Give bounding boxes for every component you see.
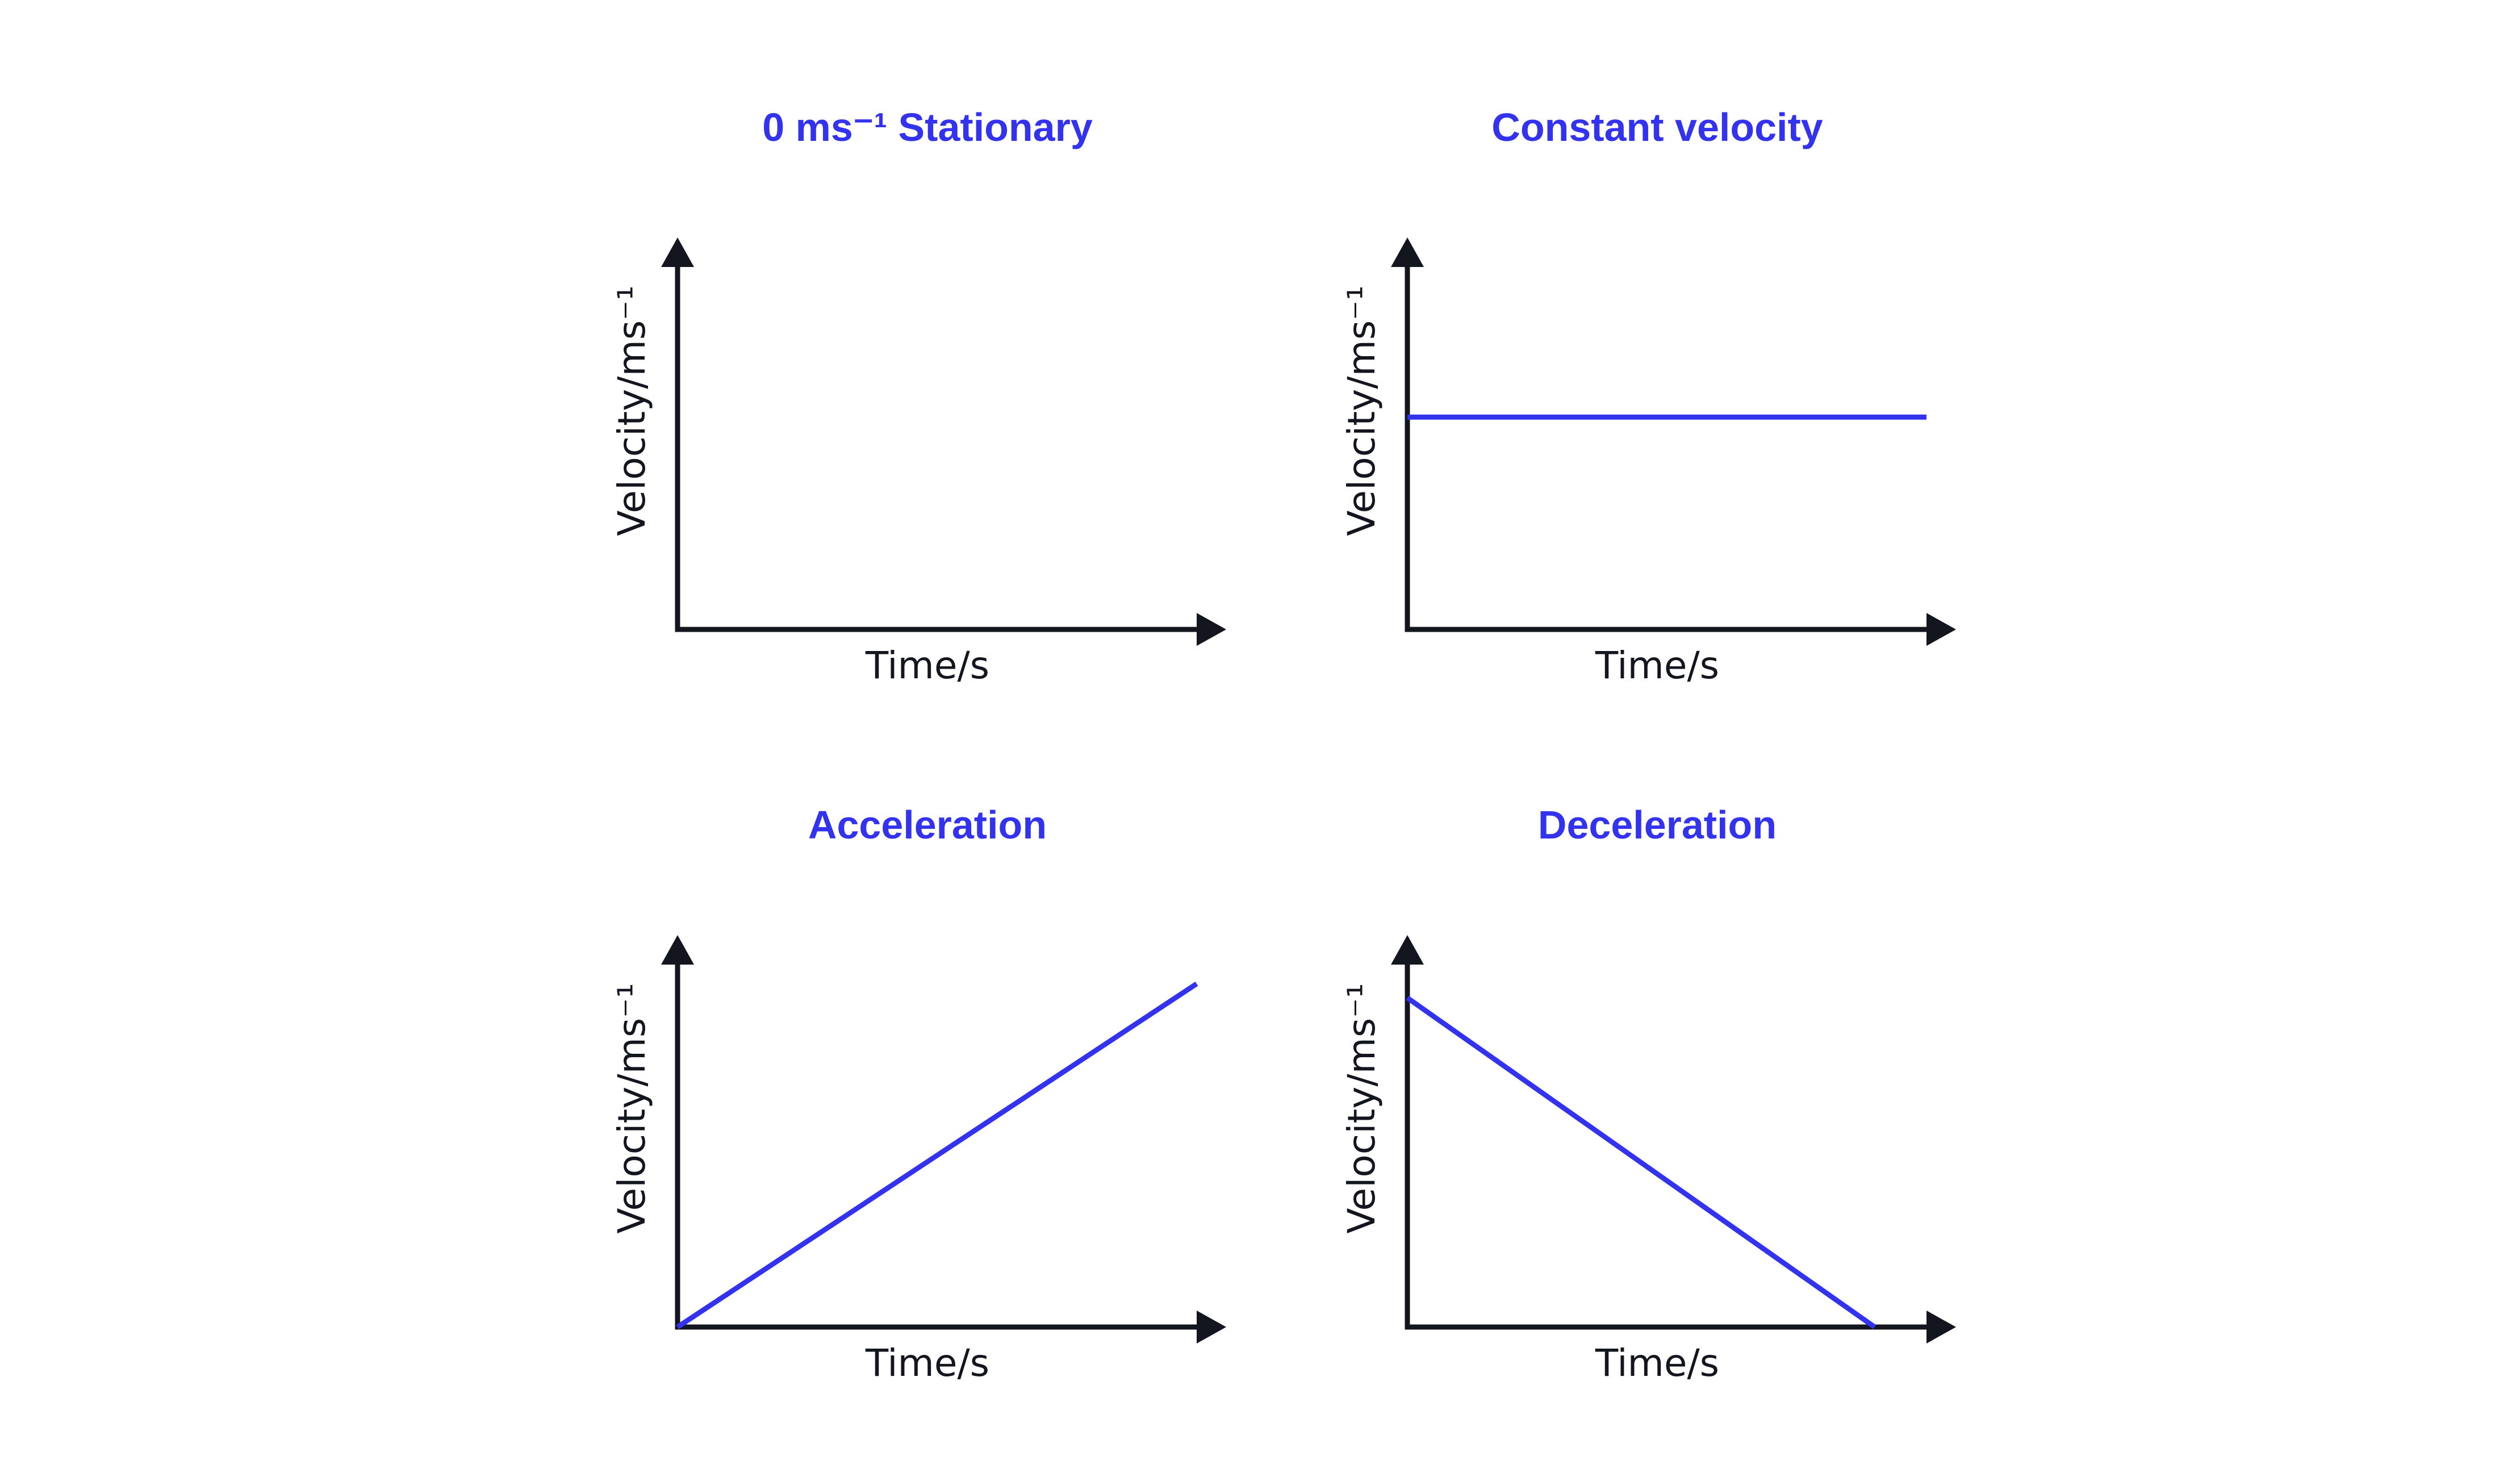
- x-axis-label: Time/s: [1595, 1341, 1719, 1385]
- y-axis-label: Velocity/ms⁻¹: [1340, 983, 1384, 1233]
- y-axis-arrow-icon: [661, 237, 694, 267]
- x-axis-arrow-icon: [1926, 1311, 1956, 1344]
- y-axis-label: Velocity/ms⁻¹: [610, 285, 654, 536]
- series-line-1: [676, 981, 1198, 1329]
- x-axis-arrow-icon: [1197, 1311, 1226, 1344]
- x-axis-label: Time/s: [1595, 644, 1719, 687]
- chart-title: Acceleration: [808, 803, 1047, 847]
- chart-panel-4: Deceleration Time/s Velocity/ms⁻¹: [1340, 803, 1956, 1385]
- chart-panel-3: Acceleration Time/s Velocity/ms⁻¹: [610, 803, 1226, 1385]
- x-axis-label: Time/s: [865, 644, 989, 687]
- chart-panel-1: 0 ms⁻¹ Stationary Time/s Velocity/ms⁻¹: [610, 105, 1226, 687]
- y-axis-arrow-icon: [1391, 237, 1424, 267]
- y-axis-label: Velocity/ms⁻¹: [1340, 285, 1384, 536]
- y-axis-arrow-icon: [1391, 935, 1424, 965]
- x-axis-arrow-icon: [1197, 613, 1226, 646]
- y-axis-label: Velocity/ms⁻¹: [610, 983, 654, 1233]
- chart-title: 0 ms⁻¹ Stationary: [762, 105, 1093, 149]
- x-axis-label: Time/s: [865, 1341, 989, 1385]
- x-axis-arrow-icon: [1926, 613, 1956, 646]
- y-axis-arrow-icon: [661, 935, 694, 965]
- chart-title: Deceleration: [1538, 803, 1777, 847]
- chart-title: Constant velocity: [1491, 105, 1823, 149]
- series-line-1: [1406, 995, 1877, 1329]
- chart-panel-2: Constant velocity Time/s Velocity/ms⁻¹: [1340, 105, 1956, 687]
